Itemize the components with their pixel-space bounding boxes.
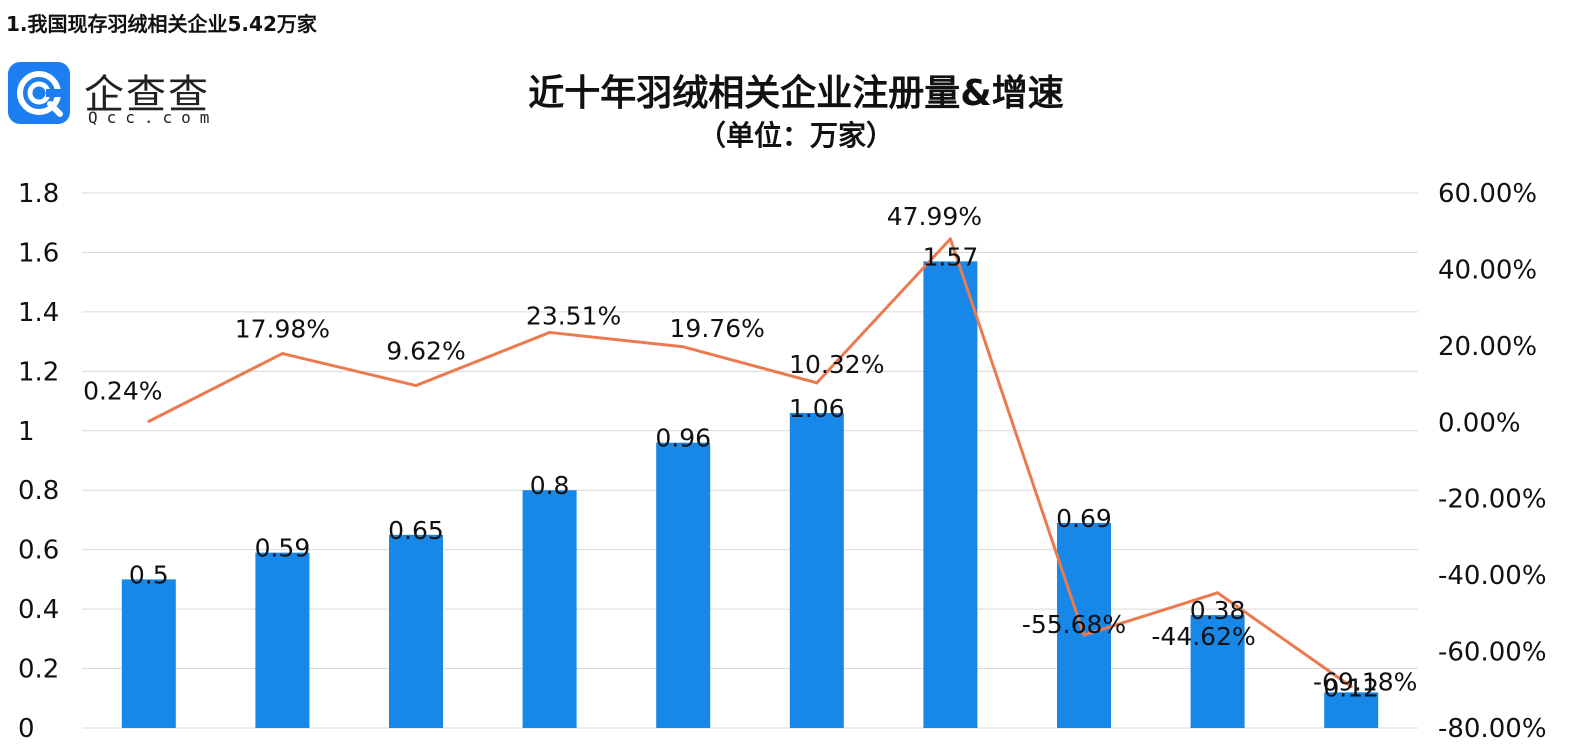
line-point: [1216, 591, 1220, 595]
y-left-tick-label: 1.2: [18, 357, 59, 387]
line-data-label: 10.32%: [789, 350, 884, 379]
bar-data-label: 0.59: [255, 534, 311, 563]
bar-data-label: 1.57: [923, 242, 979, 271]
bar: [255, 552, 310, 728]
line-data-label: 19.76%: [670, 314, 765, 343]
line-data-label: 17.98%: [235, 315, 330, 344]
page-heading: 1.我国现存羽绒相关企业5.42万家: [6, 12, 317, 36]
y-right-tick-label: -20.00%: [1438, 485, 1547, 515]
line-data-label: 23.51%: [526, 301, 621, 330]
bar-data-label: 0.69: [1056, 504, 1112, 533]
line-point: [948, 237, 952, 241]
bar: [656, 442, 711, 728]
bar-data-label: 1.06: [789, 394, 845, 423]
qcc-logo: 企查查 Qcc.com: [8, 62, 228, 132]
y-left-tick-label: 0: [18, 714, 35, 744]
line-data-label: 47.99%: [887, 202, 982, 231]
line-point: [681, 345, 685, 349]
bar: [789, 412, 844, 728]
line-point: [414, 384, 418, 388]
y-left-tick-label: 0.4: [18, 595, 59, 625]
line-data-label: -69.18%: [1313, 668, 1417, 697]
bar: [923, 261, 978, 728]
line-point: [815, 381, 819, 385]
bar: [121, 579, 176, 728]
y-left-tick-label: 0.8: [18, 476, 59, 506]
bar: [1324, 692, 1379, 728]
y-left-tick-label: 1.4: [18, 298, 59, 328]
y-right-tick-label: -60.00%: [1438, 638, 1547, 668]
y-left-tick-label: 1.6: [18, 238, 59, 268]
bar: [389, 534, 443, 728]
y-right-tick-label: -40.00%: [1438, 561, 1547, 591]
y-right-tick-label: 40.00%: [1438, 255, 1537, 285]
logo-subtext: Qcc.com: [88, 108, 219, 127]
bar-data-label: 0.12: [1323, 673, 1379, 702]
line-data-label: -44.62%: [1151, 622, 1255, 651]
qcc-logo-icon: [8, 62, 70, 124]
chart-subtitle: （单位：万家）: [697, 119, 894, 152]
y-left-tick-label: 1.8: [18, 179, 59, 209]
bar-data-label: 0.5: [129, 560, 169, 589]
line-point: [1082, 633, 1086, 637]
bar: [1190, 615, 1245, 728]
line-data-label: -55.68%: [1022, 610, 1126, 639]
bar: [522, 490, 577, 728]
bar-data-label: 0.38: [1190, 596, 1246, 625]
y-left-tick-label: 0.2: [18, 655, 59, 685]
line-point: [1349, 685, 1353, 689]
y-right-tick-label: 0.00%: [1438, 408, 1521, 438]
line-data-label: 9.62%: [386, 337, 465, 366]
line-point: [280, 352, 284, 356]
logo-name: 企查查: [84, 72, 210, 118]
growth-line: [148, 237, 1353, 688]
chart-title: 近十年羽绒相关企业注册量&增速: [528, 73, 1064, 114]
bar-data-label: 0.65: [388, 516, 444, 545]
y-right-tick-label: 20.00%: [1438, 332, 1537, 362]
line-point: [548, 330, 552, 334]
y-right-tick-label: 60.00%: [1438, 179, 1537, 209]
bar: [1057, 522, 1111, 728]
y-left-tick-label: 1: [18, 417, 35, 447]
y-right-tick-label: -80.00%: [1438, 714, 1547, 744]
bar-data-label: 0.8: [530, 471, 570, 500]
bar-data-label: 0.96: [655, 424, 711, 453]
line-data-label: 0.24%: [83, 376, 162, 405]
line-point: [147, 419, 151, 423]
y-left-tick-label: 0.6: [18, 536, 59, 566]
